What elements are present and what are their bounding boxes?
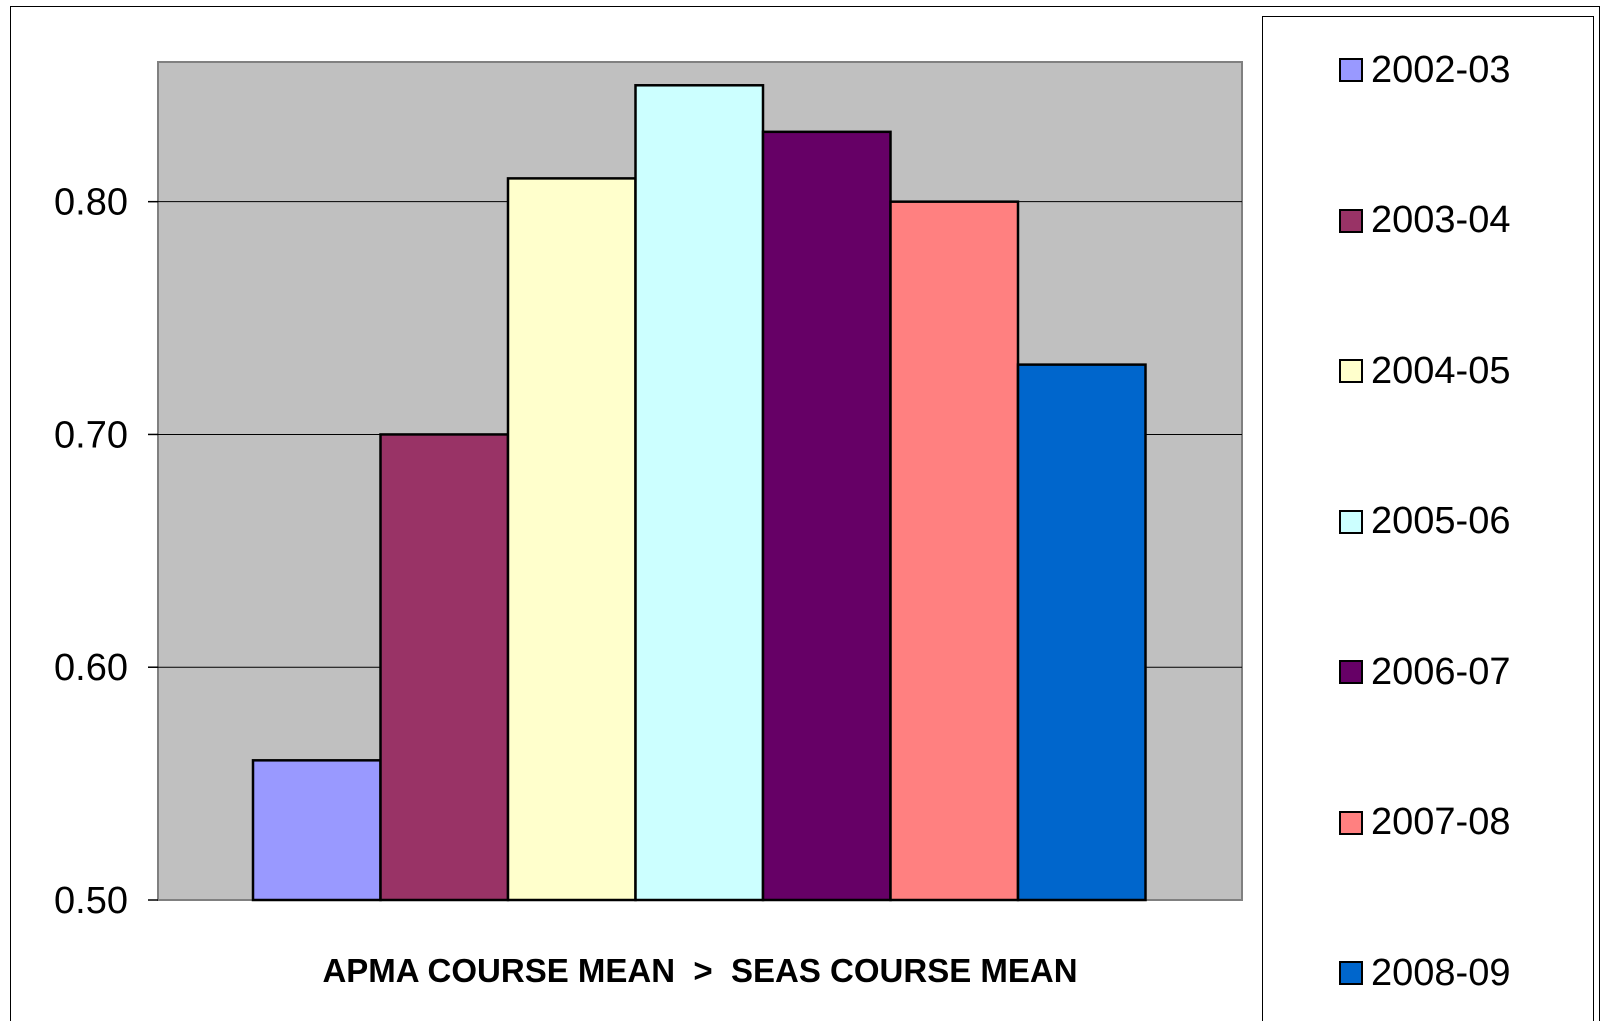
bar-2002-03	[251, 759, 382, 902]
legend-label: 2002-03	[1371, 48, 1511, 91]
y-tick-label: 0.50	[54, 880, 128, 922]
legend-item: 2005-06	[1339, 498, 1510, 546]
legend-item: 2008-09	[1339, 949, 1510, 997]
legend: 2002-03 2003-04 2004-05 2005-06 2006-07 2007-…	[1262, 16, 1594, 1021]
bars	[251, 84, 1147, 902]
bar-2005-06	[634, 84, 765, 902]
legend-item: 2002-03	[1339, 46, 1510, 94]
y-tick-label: 0.80	[54, 182, 128, 224]
legend-swatch	[1339, 810, 1363, 835]
legend-item: 2006-07	[1339, 648, 1510, 696]
bar-2007-08	[889, 200, 1020, 902]
bar-2004-05	[506, 177, 637, 902]
bar-2006-07	[761, 130, 892, 902]
legend-label: 2005-06	[1371, 500, 1511, 542]
legend-item: 2007-08	[1339, 799, 1510, 847]
legend-swatch	[1339, 660, 1363, 684]
y-tick-label: 0.60	[54, 647, 128, 689]
y-axis: 0.50 0.60 0.70 0.80	[54, 182, 158, 922]
x-axis-label: APMA COURSE MEAN > SEAS COURSE MEAN	[322, 952, 1077, 989]
y-tick-label: 0.70	[54, 414, 128, 456]
legend-label: 2003-04	[1371, 199, 1511, 241]
legend-label: 2008-09	[1371, 951, 1511, 994]
legend-swatch	[1339, 58, 1363, 82]
bar-2003-04	[379, 433, 510, 902]
legend-swatch	[1339, 961, 1363, 985]
legend-swatch	[1339, 208, 1363, 233]
bar-2008-09	[1016, 363, 1147, 902]
legend-swatch	[1339, 359, 1363, 383]
legend-item: 2003-04	[1339, 197, 1510, 245]
legend-swatch	[1339, 509, 1363, 534]
legend-item: 2004-05	[1339, 347, 1510, 395]
legend-label: 2004-05	[1371, 349, 1511, 392]
legend-label: 2006-07	[1371, 650, 1511, 693]
legend-label: 2007-08	[1371, 801, 1511, 843]
